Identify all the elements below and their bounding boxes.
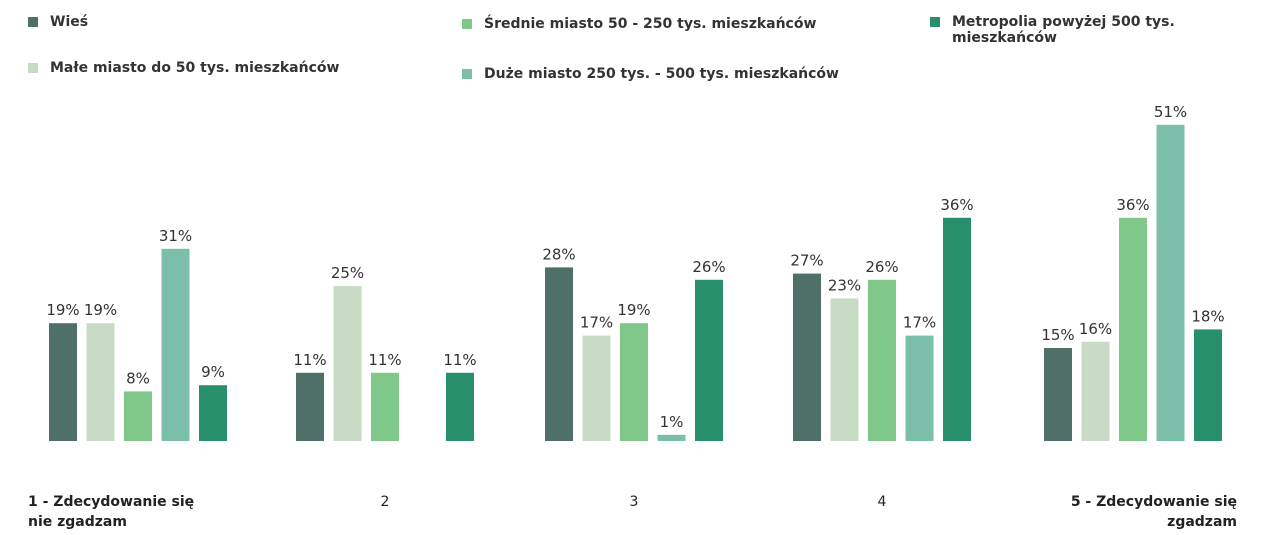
legend-item: Średnie miasto 50 - 250 tys. mieszkańców: [462, 16, 882, 32]
bar: [1194, 329, 1222, 441]
legend-label: Duże miasto 250 tys. - 500 tys. mieszkań…: [484, 66, 839, 82]
legend-item: Małe miasto do 50 tys. mieszkańców: [28, 60, 428, 76]
value-label: 18%: [1191, 307, 1224, 325]
value-label: 51%: [1154, 103, 1187, 121]
value-label: 26%: [865, 258, 898, 276]
value-label: 28%: [542, 245, 575, 263]
value-label: 19%: [84, 301, 117, 319]
value-label: 15%: [1041, 326, 1074, 344]
value-label: 11%: [368, 351, 401, 369]
bar: [1044, 348, 1072, 441]
x-tick-label: 2: [380, 494, 390, 510]
bar: [1156, 124, 1185, 442]
bar: [86, 323, 115, 441]
legend-item: Metropolia powyżej 500 tys. mieszkańców: [930, 14, 1230, 46]
bar: [905, 335, 934, 441]
legend-label: Metropolia powyżej 500 tys. mieszkańców: [952, 14, 1175, 46]
x-tick-label: 3: [629, 494, 639, 510]
bar: [793, 273, 821, 441]
legend-swatch: [462, 19, 472, 29]
x-tick-label: 4: [877, 494, 887, 510]
value-label: 36%: [940, 196, 973, 214]
value-label: 36%: [1116, 196, 1149, 214]
bar: [582, 335, 611, 441]
x-tick-label: 1 - Zdecydowanie się nie zgadzam: [28, 494, 195, 530]
value-label: 23%: [828, 276, 861, 294]
bar: [695, 279, 723, 441]
bar: [943, 217, 971, 441]
bar: [620, 323, 648, 441]
bar: [657, 434, 686, 441]
value-label: 27%: [790, 252, 823, 270]
legend-item: Duże miasto 250 tys. - 500 tys. mieszkań…: [462, 66, 902, 82]
legend-swatch: [930, 17, 940, 27]
bar: [545, 267, 573, 441]
value-label: 19%: [617, 301, 650, 319]
legend-label: Wieś: [50, 14, 89, 30]
legend-label: Małe miasto do 50 tys. mieszkańców: [50, 60, 340, 76]
bar: [830, 298, 859, 441]
value-label: 26%: [692, 258, 725, 276]
value-label: 9%: [201, 363, 225, 381]
value-label: 31%: [159, 227, 192, 245]
value-label: 17%: [580, 314, 613, 332]
value-label: 1%: [660, 413, 684, 431]
bar: [49, 323, 77, 441]
legend-label: Średnie miasto 50 - 250 tys. mieszkańców: [484, 16, 817, 32]
value-label: 16%: [1079, 320, 1112, 338]
bar: [446, 372, 474, 441]
bar: [371, 372, 399, 441]
value-label: 11%: [293, 351, 326, 369]
legend-swatch: [28, 63, 38, 73]
bar: [296, 372, 324, 441]
bar: [1119, 217, 1147, 441]
legend-item: Wieś: [28, 14, 428, 30]
bar: [124, 391, 152, 441]
value-label: 8%: [126, 369, 150, 387]
legend-swatch: [462, 69, 472, 79]
value-label: 11%: [443, 351, 476, 369]
bar: [333, 286, 362, 441]
legend-swatch: [28, 17, 38, 27]
bar: [199, 385, 227, 441]
value-label: 17%: [903, 314, 936, 332]
x-tick-label: 5 - Zdecydowanie się zgadzam: [1070, 494, 1237, 530]
value-label: 19%: [46, 301, 79, 319]
value-label: 25%: [331, 264, 364, 282]
bar: [161, 248, 190, 441]
bar: [868, 279, 896, 441]
bar: [1081, 341, 1110, 441]
